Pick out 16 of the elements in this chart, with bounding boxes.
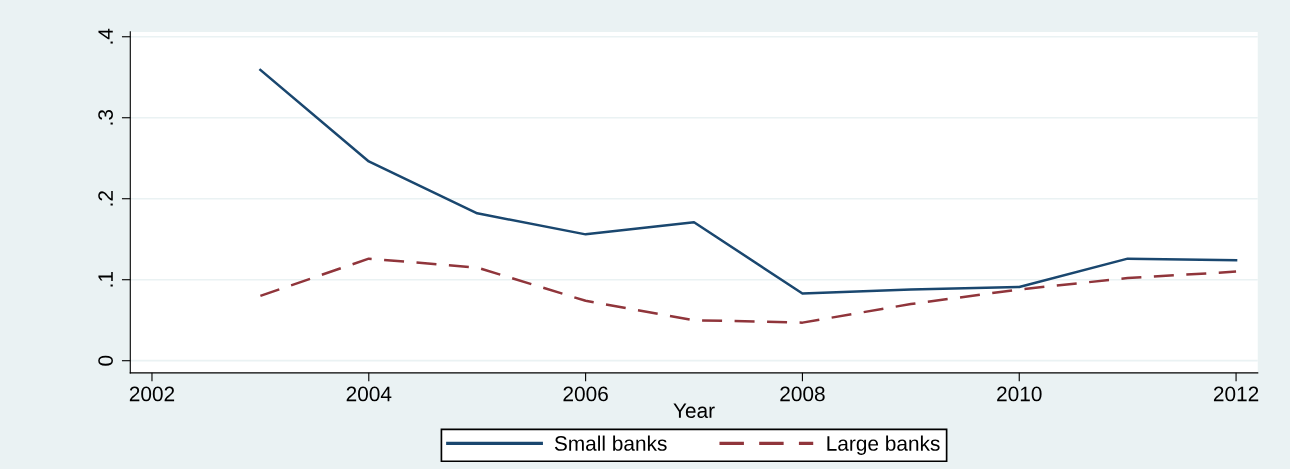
line-series [259, 68, 1238, 295]
legend-label: Small banks [554, 435, 667, 451]
y-tick-label: 0 [98, 355, 113, 366]
x-tick-label: 2012 [1213, 386, 1259, 402]
line-series [259, 257, 1238, 324]
y-tick-label: .4 [98, 28, 113, 44]
x-tick-label: 2002 [129, 386, 175, 402]
y-tick-label: .2 [98, 191, 113, 206]
x-axis-title: Year [673, 403, 715, 418]
y-tick-label: .1 [98, 272, 113, 287]
x-tick-label: 2010 [997, 386, 1042, 402]
y-tick-label: .3 [98, 109, 113, 125]
legend-label: Large banks [827, 435, 940, 455]
x-tick-label: 2006 [563, 386, 608, 402]
x-tick-label: 2004 [346, 386, 392, 402]
x-tick-label: 2008 [780, 386, 825, 402]
